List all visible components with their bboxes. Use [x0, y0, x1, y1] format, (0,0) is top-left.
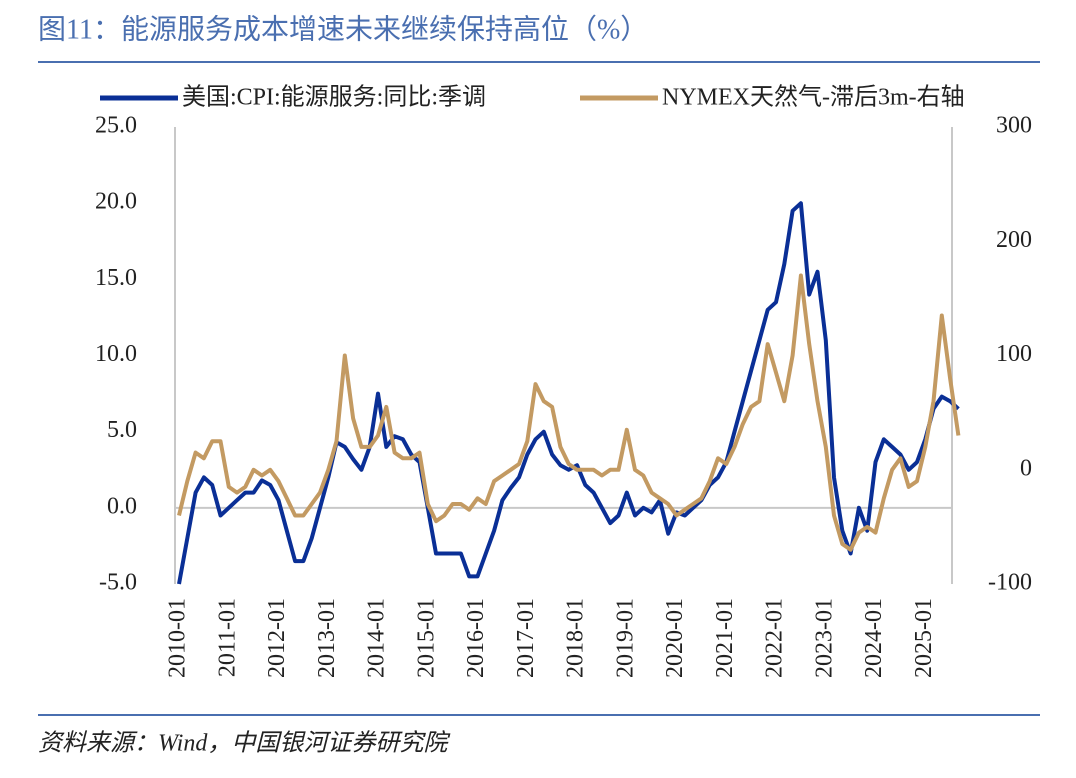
x-tick-label: 2022-01 — [762, 598, 788, 678]
y-tick-label: -5.0 — [99, 570, 137, 596]
x-tick-label: 2011-01 — [214, 598, 240, 677]
y-tick-label: 0.0 — [107, 493, 137, 519]
series-line — [177, 201, 960, 585]
y2-tick-label: 100 — [996, 341, 1032, 367]
x-tick-label: 2015-01 — [413, 598, 439, 678]
x-tick-label: 2017-01 — [513, 598, 539, 678]
legend-label: 美国:CPI:能源服务:同比:季调 — [182, 84, 486, 111]
x-tick-label: 2025-01 — [911, 598, 937, 678]
x-tick-label: 2024-01 — [861, 598, 887, 678]
y-tick-label: 20.0 — [95, 189, 137, 215]
x-tick-label: 2016-01 — [463, 598, 489, 678]
x-tick-label: 2013-01 — [314, 598, 340, 678]
y-tick-label: 15.0 — [95, 265, 137, 291]
x-tick-label: 2018-01 — [563, 598, 589, 678]
chart-title: 图11：能源服务成本增速未来继续保持高位（%） — [38, 13, 648, 45]
x-tick-label: 2021-01 — [712, 598, 738, 678]
series-line — [177, 273, 961, 552]
x-tick-label: 2014-01 — [364, 598, 390, 678]
y2-tick-label: 0 — [1020, 455, 1032, 481]
legend-label: NYMEX天然气-滞后3m-右轴 — [662, 84, 965, 111]
y-tick-label: 10.0 — [95, 341, 137, 367]
x-tick-label: 2019-01 — [612, 598, 638, 678]
y-tick-label: 25.0 — [95, 113, 137, 139]
x-tick-label: 2023-01 — [811, 598, 837, 678]
y2-tick-label: -100 — [988, 570, 1032, 596]
y2-tick-label: 300 — [996, 113, 1032, 139]
x-tick-label: 2012-01 — [264, 598, 290, 678]
x-tick-label: 2020-01 — [662, 598, 688, 678]
y-tick-label: 5.0 — [107, 417, 137, 443]
y2-tick-label: 200 — [996, 227, 1032, 253]
x-tick-label: 2010-01 — [165, 598, 191, 678]
source-note: 资料来源：Wind，中国银河证券研究院 — [38, 730, 451, 757]
